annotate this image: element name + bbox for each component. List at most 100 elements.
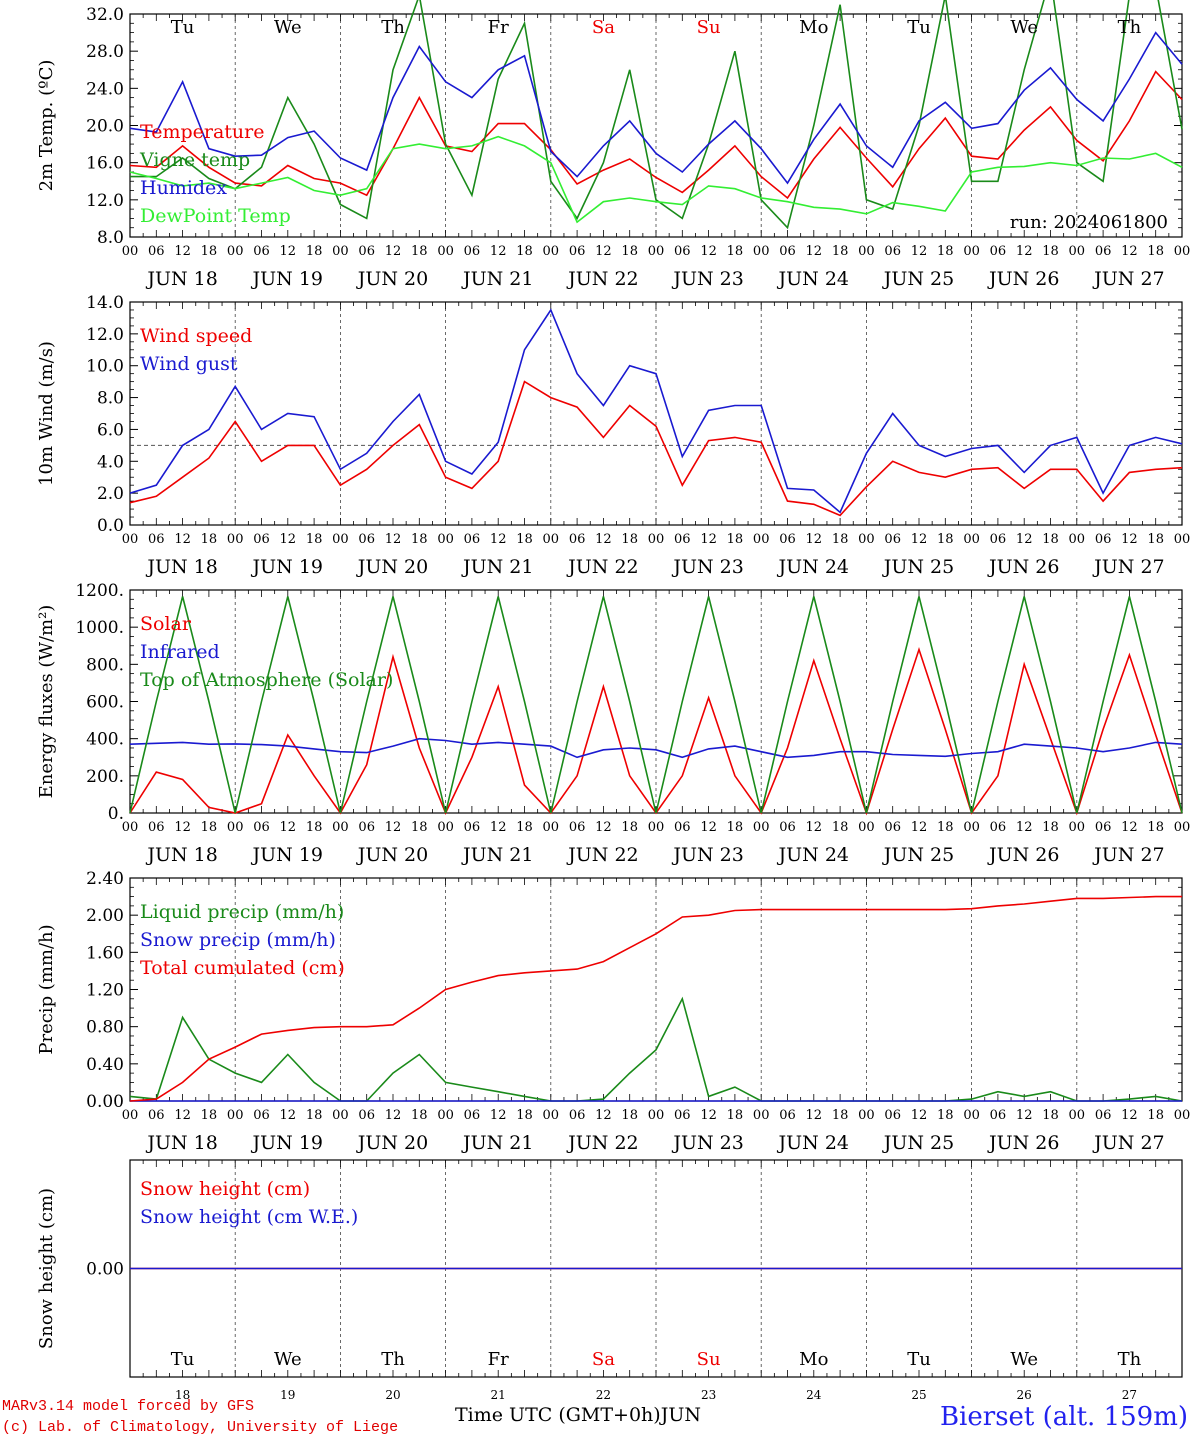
y-tick-label: 1200. bbox=[75, 581, 124, 601]
weekday-label: Th bbox=[381, 17, 405, 38]
x-hour-label: 06 bbox=[779, 1108, 796, 1123]
day-number-label: 21 bbox=[491, 1388, 506, 1402]
x-hour-label: 18 bbox=[621, 532, 638, 547]
x-hour-label: 18 bbox=[411, 244, 428, 259]
weekday-label: We bbox=[1010, 17, 1038, 38]
x-hour-label: 06 bbox=[148, 820, 165, 835]
y-tick-label: 400. bbox=[86, 730, 124, 750]
x-date-label: JUN 21 bbox=[461, 556, 533, 578]
day-number-label: 19 bbox=[280, 1388, 295, 1402]
x-date-label: JUN 25 bbox=[882, 1132, 954, 1154]
legend-entry: Top of Atmosphere (Solar) bbox=[140, 669, 393, 691]
x-hour-label: 00 bbox=[963, 244, 980, 259]
time-axis-month: JUN bbox=[660, 1404, 701, 1426]
legend-entry: DewPoint Temp bbox=[140, 205, 291, 227]
x-hour-label: 06 bbox=[464, 1108, 481, 1123]
day-number-label: 25 bbox=[911, 1388, 926, 1402]
x-hour-label: 06 bbox=[464, 244, 481, 259]
x-hour-label: 12 bbox=[700, 820, 717, 835]
x-hour-label: 12 bbox=[911, 820, 928, 835]
x-hour-label: 18 bbox=[516, 820, 533, 835]
x-hour-label: 18 bbox=[201, 532, 218, 547]
y-tick-label: 6.0 bbox=[97, 420, 124, 440]
x-hour-label: 06 bbox=[358, 244, 375, 259]
series-line-wind-gust bbox=[129, 308, 1183, 514]
x-hour-label: 18 bbox=[937, 244, 954, 259]
x-hour-label: 00 bbox=[543, 1108, 560, 1123]
weekday-label: Su bbox=[697, 1349, 721, 1370]
y-tick-label: 8.0 bbox=[97, 228, 124, 248]
legend-entry: Snow height (cm W.E.) bbox=[140, 1206, 358, 1228]
x-hour-label: 06 bbox=[358, 1108, 375, 1123]
x-date-label: JUN 25 bbox=[882, 844, 954, 866]
day-number-label: 22 bbox=[596, 1388, 611, 1402]
x-hour-label: 12 bbox=[174, 532, 191, 547]
x-hour-label: 00 bbox=[753, 532, 770, 547]
x-hour-label: 12 bbox=[595, 532, 612, 547]
x-date-label: JUN 25 bbox=[882, 268, 954, 290]
x-date-label: JUN 26 bbox=[987, 1132, 1059, 1154]
x-hour-label: 18 bbox=[832, 244, 849, 259]
x-hour-label: 00 bbox=[963, 532, 980, 547]
x-hour-label: 18 bbox=[1147, 1108, 1164, 1123]
x-hour-label: 18 bbox=[937, 820, 954, 835]
x-hour-label: 06 bbox=[884, 244, 901, 259]
x-date-label: JUN 18 bbox=[145, 556, 217, 578]
x-hour-label: 12 bbox=[700, 1108, 717, 1123]
x-hour-label: 06 bbox=[148, 244, 165, 259]
x-hour-label: 00 bbox=[227, 820, 244, 835]
y-tick-label: 24.0 bbox=[86, 79, 124, 99]
x-hour-label: 18 bbox=[411, 532, 428, 547]
x-date-label: JUN 24 bbox=[777, 556, 849, 578]
x-hour-label: 12 bbox=[700, 244, 717, 259]
x-hour-label: 18 bbox=[411, 1108, 428, 1123]
x-hour-label: 06 bbox=[464, 820, 481, 835]
y-tick-label: 12.0 bbox=[86, 325, 124, 345]
x-hour-label: 06 bbox=[779, 244, 796, 259]
x-date-label: JUN 20 bbox=[356, 268, 428, 290]
x-hour-label: 18 bbox=[727, 820, 744, 835]
x-hour-label: 06 bbox=[1095, 532, 1112, 547]
x-date-label: JUN 26 bbox=[987, 268, 1059, 290]
y-axis-label: 2m Temp. (ºC) bbox=[36, 60, 57, 192]
x-hour-label: 18 bbox=[727, 244, 744, 259]
weekday-label: Mo bbox=[799, 1349, 828, 1370]
y-tick-label: 10.0 bbox=[86, 357, 124, 377]
legend-entry: Wind gust bbox=[140, 353, 238, 375]
x-hour-label: 00 bbox=[122, 244, 139, 259]
x-hour-label: 18 bbox=[516, 532, 533, 547]
x-hour-label: 06 bbox=[253, 1108, 270, 1123]
y-tick-label: 1.60 bbox=[86, 943, 124, 963]
x-hour-label: 00 bbox=[227, 1108, 244, 1123]
y-tick-label: 32.0 bbox=[86, 5, 124, 25]
x-hour-label: 18 bbox=[411, 820, 428, 835]
x-hour-label: 06 bbox=[674, 1108, 691, 1123]
x-hour-label: 18 bbox=[1147, 820, 1164, 835]
x-hour-label: 06 bbox=[253, 244, 270, 259]
x-hour-label: 06 bbox=[358, 532, 375, 547]
x-date-label: JUN 24 bbox=[777, 268, 849, 290]
x-hour-label: 12 bbox=[1016, 244, 1033, 259]
x-hour-label: 12 bbox=[490, 532, 507, 547]
x-hour-label: 12 bbox=[911, 1108, 928, 1123]
x-hour-label: 00 bbox=[858, 532, 875, 547]
x-hour-label: 00 bbox=[122, 820, 139, 835]
x-hour-label: 18 bbox=[727, 1108, 744, 1123]
x-hour-label: 12 bbox=[174, 1108, 191, 1123]
x-hour-label: 00 bbox=[122, 1108, 139, 1123]
x-hour-label: 00 bbox=[332, 820, 349, 835]
x-date-label: JUN 26 bbox=[987, 556, 1059, 578]
x-hour-label: 00 bbox=[1069, 820, 1086, 835]
legend-entry: Snow height (cm) bbox=[140, 1178, 310, 1200]
x-date-label: JUN 24 bbox=[777, 1132, 849, 1154]
day-number-label: 18 bbox=[175, 1388, 190, 1402]
x-hour-label: 06 bbox=[253, 820, 270, 835]
x-hour-label: 12 bbox=[385, 532, 402, 547]
x-date-label: JUN 27 bbox=[1092, 1132, 1164, 1154]
x-hour-label: 06 bbox=[674, 820, 691, 835]
x-date-label: JUN 20 bbox=[356, 844, 428, 866]
x-hour-label: 06 bbox=[1095, 244, 1112, 259]
weekday-label: Mo bbox=[799, 17, 828, 38]
x-date-label: JUN 23 bbox=[671, 844, 743, 866]
